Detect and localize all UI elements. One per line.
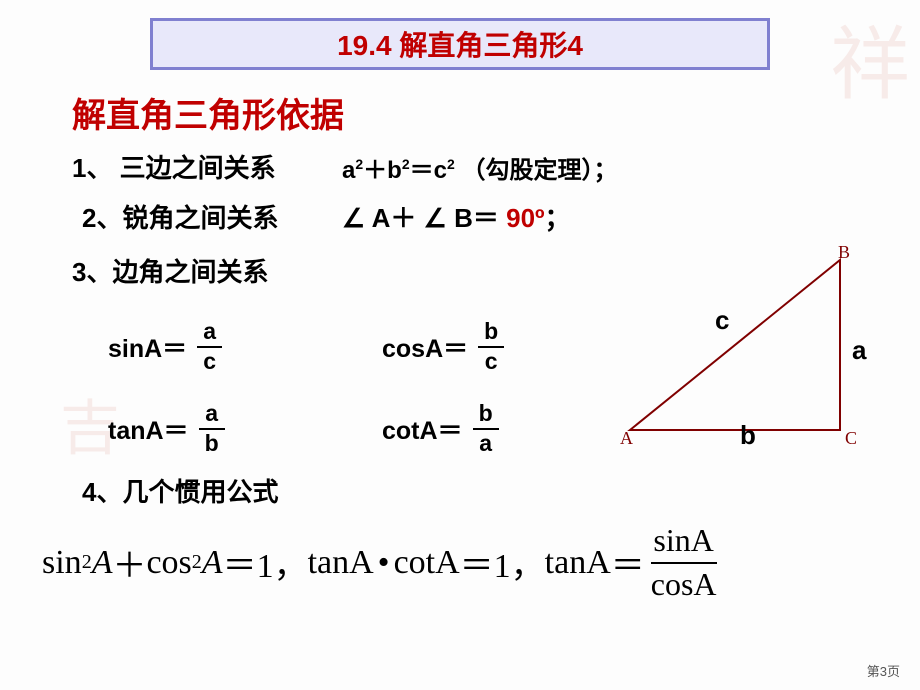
f5-cot: cotA [394, 544, 460, 582]
f5-sup1: 2 [82, 551, 92, 574]
item3-label: 3、边角之间关系 [72, 252, 268, 289]
title-text: 19.4 解直角三角形4 [337, 24, 583, 64]
vertex-C: C [845, 428, 857, 449]
sin-num: a [197, 318, 222, 346]
vertex-B: B [838, 242, 850, 263]
section-heading: 解直角三角形依据 [72, 88, 344, 137]
item1-label: 1、 三边之间关系 [72, 148, 276, 185]
title-box: 19.4 解直角三角形4 [150, 18, 770, 70]
tan-num: a [199, 400, 224, 428]
cos-label: cosA＝ [382, 329, 468, 365]
cot-den: a [473, 430, 498, 458]
f5-A1: A [92, 544, 113, 582]
cos-fraction: b c [478, 318, 504, 375]
f5-eq3: ＝ [611, 538, 645, 587]
f5-comma1: ， [274, 538, 308, 587]
vertex-A: A [620, 428, 633, 449]
side-b: b [740, 420, 756, 451]
tan-den: b [199, 430, 225, 458]
f5-frac-num: sinA [653, 520, 713, 562]
watermark: 祥 [830, 0, 910, 116]
cot-num: b [473, 400, 499, 428]
item2-formula-lhs: ∠ A＋ ∠ B＝ [342, 203, 506, 233]
cos-den: c [479, 348, 504, 376]
f5-sup2: 2 [192, 551, 202, 574]
cot-label: cotA＝ [382, 411, 463, 447]
f5-eq1: ＝1 [223, 538, 274, 587]
f5-sin: sin [42, 544, 82, 582]
cos-num: b [478, 318, 504, 346]
tan-formula: tanA＝ a b [108, 400, 225, 457]
tan-fraction: a b [199, 400, 225, 457]
sin-den: c [197, 348, 222, 376]
identity-formulas: sin2 A ＋ cos2 A ＝1 ， tanA • cotA ＝1 ， ta… [42, 520, 717, 605]
item1-note: （勾股定理）； [461, 157, 617, 184]
f5-A2: A [202, 544, 223, 582]
item1-formula: a2＋b2＝c2 （勾股定理）； [342, 150, 617, 185]
f5-fraction: sinA cosA [651, 520, 717, 605]
f5-tan1: tanA [308, 544, 374, 582]
f5-tan2: tanA [545, 544, 611, 582]
side-c: c [715, 305, 729, 336]
item2-value: 90º [506, 203, 544, 233]
item2-formula: ∠ A＋ ∠ B＝ 90º； [342, 198, 571, 235]
item2-label: 2、锐角之间关系 [82, 198, 278, 235]
cot-fraction: b a [473, 400, 499, 457]
cos-formula: cosA＝ b c [382, 318, 504, 375]
side-a: a [852, 335, 866, 366]
item4-label: 4、几个惯用公式 [82, 472, 278, 509]
f5-cos: cos [146, 544, 191, 582]
item2-tail: ； [545, 203, 571, 233]
triangle-diagram: A B C c a b [620, 250, 900, 450]
sin-fraction: a c [197, 318, 222, 375]
f5-plus: ＋ [112, 538, 146, 587]
f5-dot: • [378, 544, 390, 582]
sin-label: sinA＝ [108, 329, 187, 365]
f5-comma2: ， [511, 538, 545, 587]
tan-label: tanA＝ [108, 411, 189, 447]
cot-formula: cotA＝ b a [382, 400, 499, 457]
f5-frac-den: cosA [651, 564, 717, 606]
f5-eq2: ＝1 [460, 538, 511, 587]
sin-formula: sinA＝ a c [108, 318, 222, 375]
page-number: 第3页 [867, 661, 900, 680]
